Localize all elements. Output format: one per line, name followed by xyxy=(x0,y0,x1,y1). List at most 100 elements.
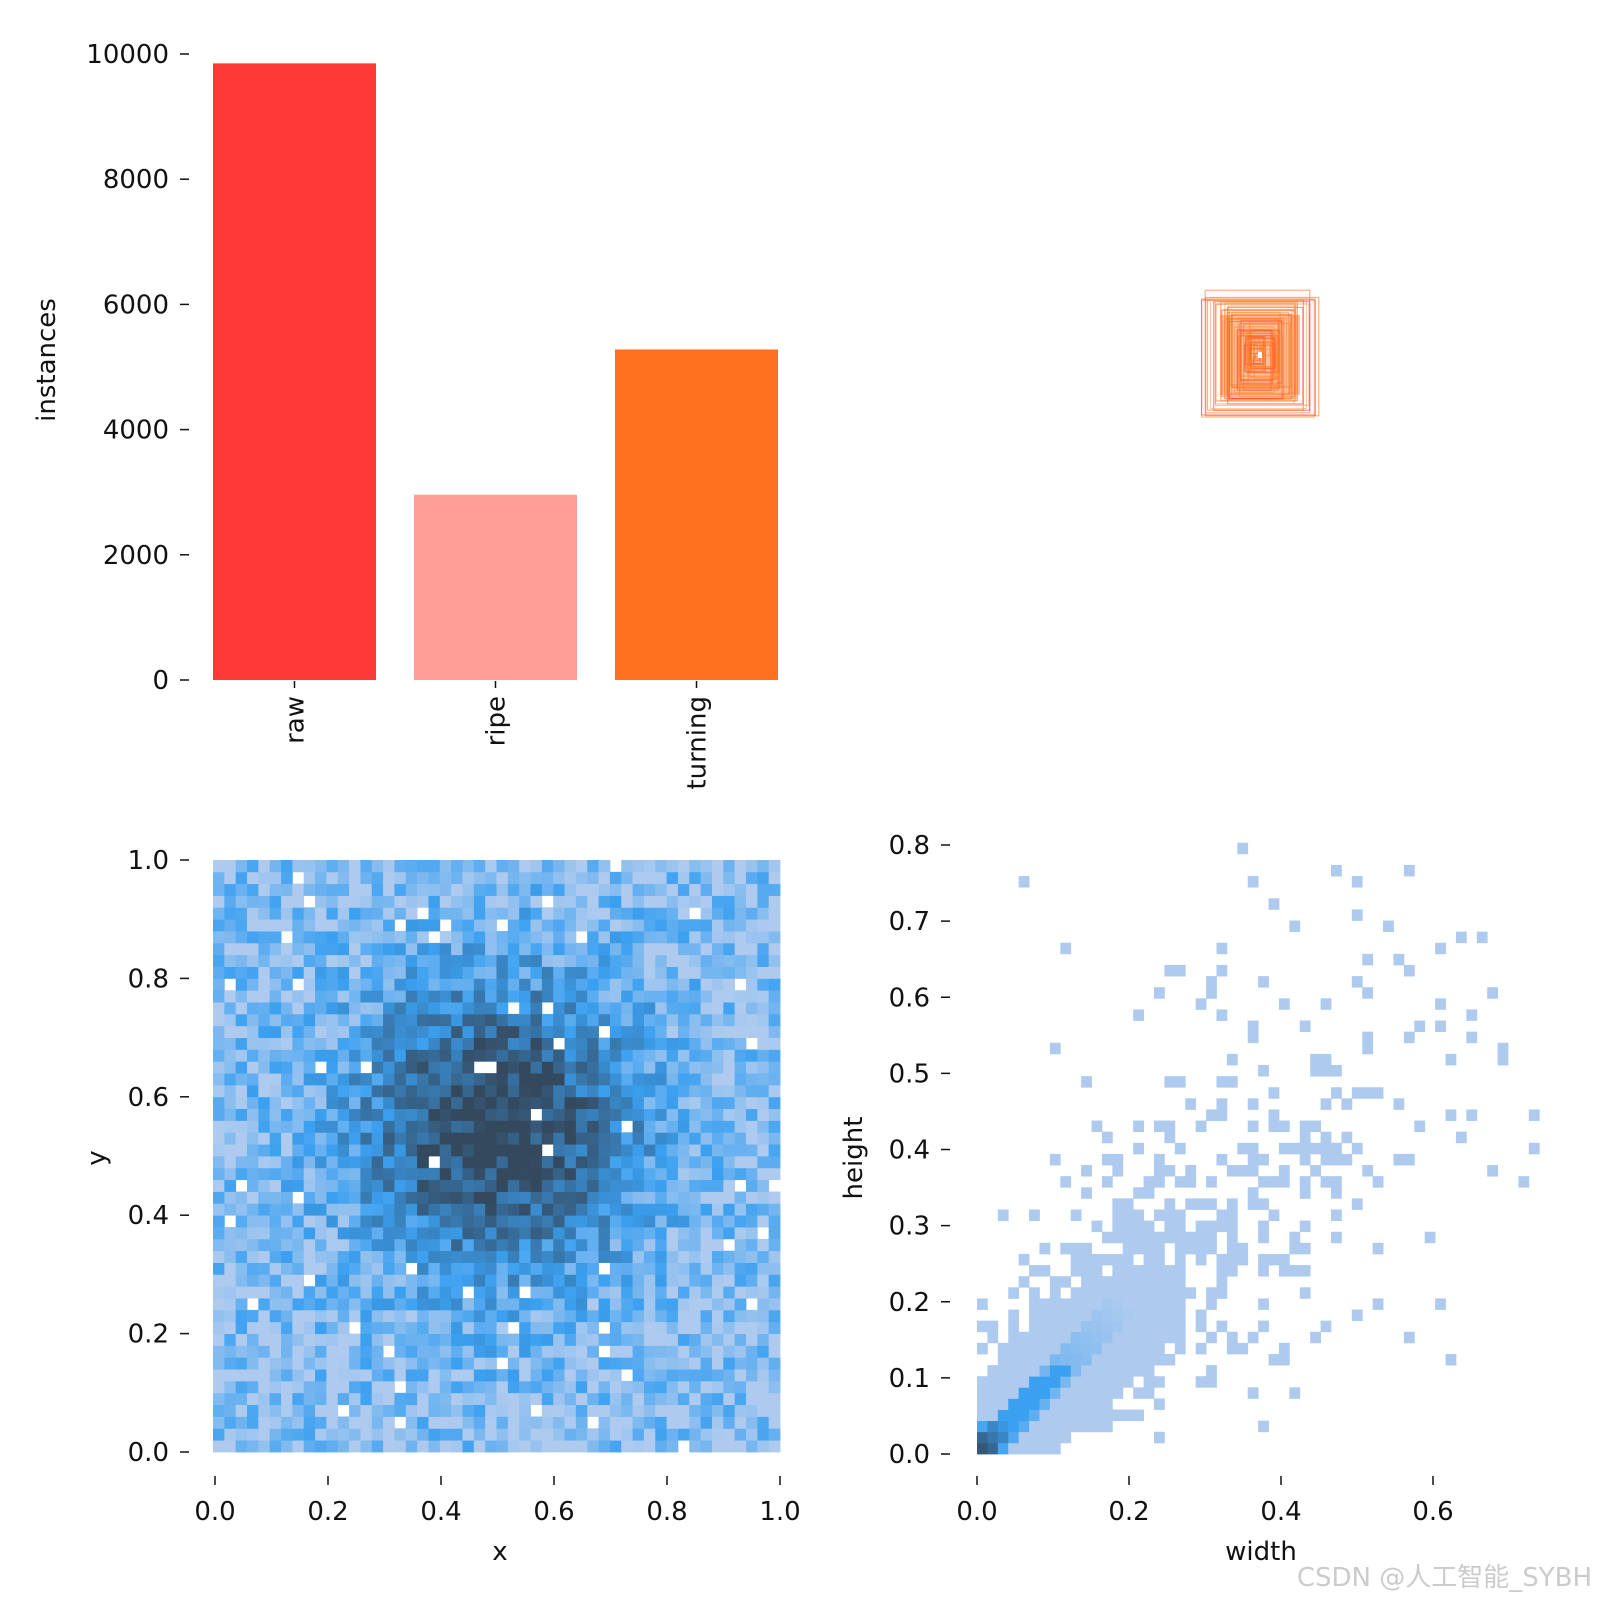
hist-cell xyxy=(496,1191,509,1204)
hist-cell xyxy=(247,1002,259,1015)
hist-cell xyxy=(711,1440,724,1453)
hist-cell xyxy=(439,1286,452,1299)
hist-cell xyxy=(371,919,384,932)
hist-cell xyxy=(383,1416,395,1429)
hist-cell xyxy=(224,1321,237,1334)
hist-cell xyxy=(224,1002,237,1015)
hist-cell xyxy=(1133,1331,1144,1344)
hist-cell xyxy=(530,1416,543,1429)
hist-cell xyxy=(439,1025,452,1038)
hist-cell xyxy=(757,1061,770,1074)
hist-cell xyxy=(349,1392,361,1406)
hist-cell xyxy=(496,1345,509,1358)
hist-cell xyxy=(213,1049,225,1062)
hist-cell xyxy=(530,1049,543,1062)
hist-cell xyxy=(1143,1242,1155,1255)
hist-cell xyxy=(655,1084,667,1098)
hist-cell xyxy=(224,1167,237,1181)
hist-cell xyxy=(1049,1331,1061,1344)
hist-cell xyxy=(677,1120,690,1133)
hist-cell xyxy=(666,1392,679,1406)
hist-cell xyxy=(247,1262,259,1275)
hist-cell xyxy=(689,1440,702,1453)
hist-cell xyxy=(315,1049,327,1062)
hist-cell xyxy=(745,1049,758,1062)
hist-cell xyxy=(281,1333,293,1346)
hist-cell xyxy=(541,1215,554,1228)
hist-cell xyxy=(587,1025,599,1038)
hist-cell xyxy=(371,1215,384,1228)
hist-cell xyxy=(1070,1353,1082,1366)
hist-cell xyxy=(428,1037,441,1050)
hist-cell xyxy=(383,1392,395,1406)
hist-cell xyxy=(1049,1320,1061,1333)
hist-cell xyxy=(281,1191,293,1204)
hist-cell xyxy=(292,895,305,908)
hist-cell xyxy=(360,1203,373,1216)
hist-cell xyxy=(473,871,486,885)
hist-cell xyxy=(609,1321,622,1334)
hist-cell xyxy=(405,1120,418,1133)
hist-cell xyxy=(609,883,622,896)
hist-cell xyxy=(541,1013,554,1027)
hist-cell xyxy=(360,1321,373,1334)
hist-cell xyxy=(1039,1387,1051,1399)
hist-cell xyxy=(1174,1231,1186,1244)
hist-cell xyxy=(326,1025,339,1038)
hist-cell xyxy=(451,1321,463,1334)
hist-cell xyxy=(292,1203,305,1216)
hist-cell xyxy=(757,1049,770,1062)
hist-cell xyxy=(1258,1320,1269,1333)
hist-cell xyxy=(643,1096,656,1110)
hist-cell xyxy=(643,1298,656,1311)
hist-cell xyxy=(677,954,690,967)
hist-cell xyxy=(281,1227,293,1240)
hist-cell xyxy=(655,1250,667,1263)
hist-cell xyxy=(247,871,259,885)
hist-cell xyxy=(235,1073,248,1086)
hist-cell xyxy=(1029,1387,1040,1399)
hist-cell xyxy=(666,907,679,920)
hist-cell xyxy=(1206,1198,1217,1210)
hist-cell xyxy=(677,1416,690,1429)
hist-cell xyxy=(723,1250,736,1263)
hist-cell xyxy=(519,1025,531,1038)
hist-cell xyxy=(564,1132,577,1145)
hist-cell xyxy=(711,1262,724,1275)
hist-cell xyxy=(1289,1231,1301,1244)
hist-cell xyxy=(723,1120,736,1133)
hist-cell xyxy=(1122,1220,1134,1233)
hist-cell xyxy=(666,1357,679,1370)
hist-cell xyxy=(689,1096,702,1110)
hist-cell xyxy=(689,1191,702,1204)
hist-cell xyxy=(768,907,781,920)
hist-cell xyxy=(666,1073,679,1086)
hist-cell xyxy=(213,871,225,885)
hist-cell xyxy=(530,1262,543,1275)
hist-cell xyxy=(213,1262,225,1275)
hist-cell xyxy=(666,1428,679,1441)
hist-cell xyxy=(439,1392,452,1406)
hist-cell xyxy=(258,1215,271,1228)
hist-cell xyxy=(235,871,248,885)
hist-cell xyxy=(575,1380,588,1394)
hist-cell xyxy=(473,1203,486,1216)
hist-cell xyxy=(507,1345,520,1358)
hist-cell xyxy=(768,1333,781,1346)
hist-cell xyxy=(405,1345,418,1358)
hist-cell xyxy=(439,1156,452,1169)
hist-cell xyxy=(1247,876,1259,888)
hist-cell xyxy=(360,1227,373,1240)
hist-cell xyxy=(473,1357,486,1370)
hist-cell xyxy=(689,1215,702,1228)
hist-cell xyxy=(723,1203,736,1216)
hist-cell xyxy=(383,919,395,932)
hist-cell xyxy=(485,954,497,967)
hist-cell xyxy=(519,1428,531,1441)
hist-cell xyxy=(677,1061,690,1074)
hist-cell xyxy=(292,1238,305,1252)
hist-cell xyxy=(224,1274,237,1287)
hist-cell xyxy=(337,1238,350,1252)
bar-chart-ylabel: instances xyxy=(32,298,62,422)
hist-cell xyxy=(564,1096,577,1110)
